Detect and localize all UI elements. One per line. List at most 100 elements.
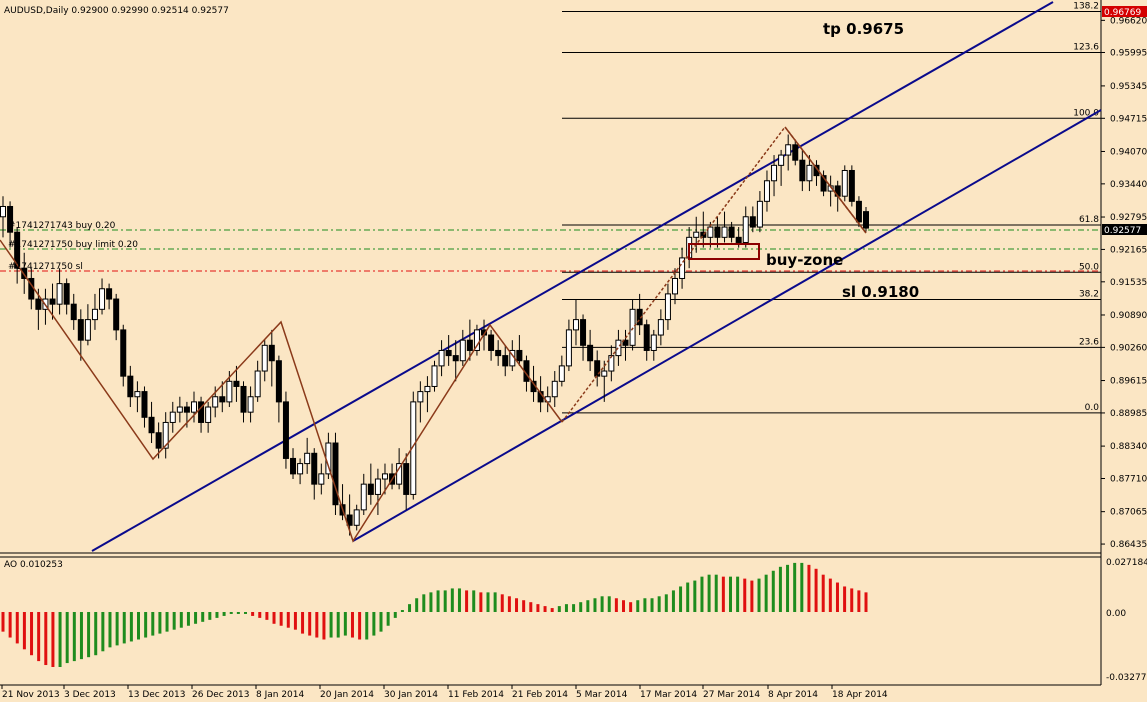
time-tick-label: 21 Feb 2014 (512, 690, 568, 700)
trend-channel (91, 1, 1102, 552)
candle (205, 401, 212, 433)
price-tick-label: 0.89615 (1110, 377, 1147, 387)
candle (672, 268, 679, 305)
candle (629, 299, 636, 351)
candle (268, 329, 275, 387)
time-tick-label: 18 Apr 2014 (832, 690, 888, 700)
price-tick-label: 0.92795 (1110, 213, 1147, 223)
candle (304, 437, 311, 474)
candle (99, 278, 106, 315)
candle (445, 335, 452, 366)
candle (91, 293, 98, 330)
candle (127, 365, 134, 408)
sl-annotation: sl 0.9180 (842, 283, 919, 301)
ao-scale-bottom: -0.032777 (1106, 673, 1147, 683)
candle (495, 340, 502, 366)
candle (700, 211, 707, 248)
price-tick-label: 0.90890 (1110, 311, 1147, 321)
candle (141, 386, 148, 428)
candle (254, 360, 261, 402)
price-tick-label: 0.94715 (1110, 114, 1147, 124)
candle (622, 329, 629, 361)
candle (247, 386, 254, 423)
candle (820, 170, 827, 197)
candle (120, 324, 127, 387)
time-tick-label: 5 Mar 2014 (576, 690, 628, 700)
time-tick-label: 8 Jan 2014 (256, 690, 304, 700)
candle (679, 247, 686, 289)
time-tick-label: 26 Dec 2013 (192, 690, 250, 700)
time-tick-label: 27 Mar 2014 (703, 690, 760, 700)
candle (21, 252, 28, 294)
fib-label: 123.6 (1073, 42, 1099, 52)
zigzag-lines (0, 125, 867, 543)
candle (799, 149, 806, 192)
time-tick-label: 11 Feb 2014 (448, 690, 504, 700)
candle (855, 196, 862, 228)
price-tick-label: 0.86435 (1110, 540, 1147, 550)
order-label-buy-limit: #1741271750 buy limit 0.20 (8, 240, 138, 250)
time-tick-label: 21 Nov 2013 (2, 690, 60, 700)
current-price-label: 0.92577 (1104, 226, 1141, 236)
candle (664, 283, 671, 330)
fib-label: 0.0 (1085, 403, 1100, 413)
candle (374, 468, 381, 516)
candle (728, 221, 735, 243)
price-tick-label: 0.95995 (1110, 48, 1147, 58)
candle (601, 360, 608, 402)
candle (240, 381, 247, 423)
candle (403, 453, 410, 510)
time-tick-label: 3 Dec 2013 (64, 690, 116, 700)
fib-label: 100.0 (1073, 108, 1099, 118)
fib-label: 23.6 (1079, 337, 1099, 347)
time-tick-label: 17 Mar 2014 (640, 690, 697, 700)
candle (198, 396, 205, 433)
tp-price-label: 0.96769 (1104, 8, 1141, 18)
tp-price-marker: 0.96769 (1102, 6, 1147, 18)
candle (148, 401, 155, 444)
candle (580, 314, 587, 361)
candle (643, 319, 650, 361)
time-tick-label: 13 Dec 2013 (128, 690, 186, 700)
candle (452, 340, 459, 382)
zigzag-solid-tail (784, 126, 867, 234)
price-tick-label: 0.92165 (1110, 245, 1147, 255)
price-tick-label: 0.87065 (1110, 508, 1147, 518)
candle (721, 211, 728, 243)
candle (771, 155, 778, 197)
candle (233, 365, 240, 402)
time-tick-label: 8 Apr 2014 (768, 690, 818, 700)
candle (297, 458, 304, 485)
price-tick-label: 0.87710 (1110, 474, 1147, 484)
candle (792, 139, 799, 166)
candle (657, 309, 664, 346)
price-tick-label: 0.91535 (1110, 278, 1147, 288)
candle (615, 329, 622, 366)
tp-annotation: tp 0.9675 (823, 20, 904, 38)
candle (49, 283, 56, 320)
candle (332, 432, 339, 516)
time-tick-label: 30 Jan 2014 (384, 690, 438, 700)
fib-label: 61.8 (1079, 215, 1099, 225)
candle (806, 155, 813, 192)
price-tick-label: 0.94070 (1110, 147, 1147, 157)
awesome-oscillator-bars (1, 562, 868, 667)
order-lines (0, 229, 1101, 272)
candle (693, 216, 700, 253)
buy-zone-annotation: buy-zone (766, 251, 843, 269)
buy-zone-box (688, 243, 760, 260)
ao-label: AO 0.010253 (4, 560, 63, 570)
candle (848, 165, 855, 207)
ao-scale-mid: 0.00 (1106, 609, 1126, 619)
candle (14, 227, 21, 284)
candle (438, 340, 445, 377)
candle (367, 463, 374, 505)
fib-label: 50.0 (1079, 262, 1099, 272)
candle (63, 278, 70, 315)
candle (863, 206, 869, 232)
candle (473, 324, 480, 356)
candle (261, 340, 268, 382)
candle (417, 381, 424, 423)
